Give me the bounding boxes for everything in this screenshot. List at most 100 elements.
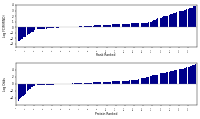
Bar bbox=[22, 84, 23, 96]
Bar bbox=[106, 82, 107, 84]
Bar bbox=[126, 24, 127, 27]
Bar bbox=[180, 69, 181, 84]
Bar bbox=[146, 77, 147, 84]
Bar bbox=[51, 27, 52, 28]
Bar bbox=[131, 23, 132, 27]
Bar bbox=[81, 26, 82, 27]
Bar bbox=[21, 27, 22, 39]
Bar bbox=[96, 25, 97, 27]
Bar bbox=[156, 75, 157, 84]
Bar bbox=[119, 81, 120, 84]
Bar bbox=[161, 18, 162, 27]
Bar bbox=[189, 8, 190, 27]
Bar bbox=[152, 75, 153, 84]
Bar bbox=[172, 71, 173, 84]
Bar bbox=[172, 14, 173, 27]
Bar bbox=[191, 66, 192, 84]
Bar bbox=[122, 24, 123, 27]
Bar bbox=[32, 27, 33, 32]
Bar bbox=[169, 15, 170, 27]
Bar bbox=[86, 83, 87, 84]
Bar bbox=[98, 25, 99, 27]
Bar bbox=[24, 84, 25, 95]
Bar bbox=[34, 84, 35, 86]
Bar bbox=[44, 84, 45, 85]
Bar bbox=[85, 83, 86, 84]
Bar bbox=[188, 9, 189, 27]
Bar bbox=[147, 23, 148, 27]
Bar bbox=[163, 16, 164, 27]
Bar bbox=[126, 81, 127, 84]
Bar bbox=[40, 84, 41, 85]
Bar bbox=[112, 25, 113, 27]
Bar bbox=[93, 25, 94, 27]
Bar bbox=[165, 73, 166, 84]
Bar bbox=[100, 25, 101, 27]
Bar bbox=[155, 75, 156, 84]
Bar bbox=[135, 23, 136, 27]
Bar bbox=[141, 78, 142, 84]
Bar bbox=[105, 25, 106, 27]
Bar bbox=[195, 64, 196, 84]
Bar bbox=[124, 81, 125, 84]
Bar bbox=[147, 77, 148, 84]
Bar bbox=[123, 24, 124, 27]
Bar bbox=[154, 20, 155, 27]
Bar bbox=[37, 84, 38, 85]
Bar bbox=[91, 83, 92, 84]
Bar bbox=[132, 80, 133, 84]
Bar bbox=[79, 83, 80, 84]
Bar bbox=[27, 84, 28, 91]
X-axis label: Protein Ranked: Protein Ranked bbox=[95, 112, 117, 116]
Bar bbox=[38, 27, 39, 29]
Bar bbox=[27, 27, 28, 35]
Bar bbox=[116, 24, 117, 27]
Bar bbox=[95, 25, 96, 27]
Bar bbox=[41, 27, 42, 29]
Bar bbox=[145, 23, 146, 27]
Bar bbox=[33, 27, 34, 32]
Bar bbox=[135, 80, 136, 84]
Bar bbox=[104, 82, 105, 84]
Bar bbox=[164, 73, 165, 84]
Bar bbox=[128, 81, 129, 84]
Bar bbox=[183, 69, 184, 84]
Bar bbox=[90, 83, 91, 84]
Bar bbox=[192, 65, 193, 84]
Bar bbox=[160, 73, 161, 84]
Bar bbox=[148, 77, 149, 84]
Bar bbox=[50, 27, 51, 28]
Bar bbox=[74, 83, 75, 84]
Bar bbox=[104, 25, 105, 27]
Bar bbox=[154, 75, 155, 84]
Bar bbox=[136, 80, 137, 84]
Bar bbox=[22, 27, 23, 39]
Bar bbox=[175, 70, 176, 84]
Bar bbox=[164, 16, 165, 27]
Bar bbox=[151, 76, 152, 84]
Bar bbox=[78, 83, 79, 84]
Bar bbox=[87, 26, 88, 27]
Bar bbox=[94, 25, 95, 27]
Bar bbox=[167, 72, 168, 84]
Bar bbox=[145, 78, 146, 84]
Bar bbox=[23, 84, 24, 96]
Bar bbox=[171, 14, 172, 27]
Bar bbox=[25, 84, 26, 94]
Bar bbox=[19, 27, 20, 41]
Bar bbox=[99, 82, 100, 84]
Bar bbox=[142, 23, 143, 27]
Bar bbox=[146, 23, 147, 27]
Bar bbox=[108, 82, 109, 84]
Bar bbox=[162, 17, 163, 27]
Bar bbox=[181, 11, 182, 27]
Bar bbox=[134, 80, 135, 84]
Bar bbox=[29, 27, 30, 34]
Bar bbox=[88, 83, 89, 84]
Bar bbox=[31, 27, 32, 32]
Bar bbox=[49, 84, 50, 85]
Bar bbox=[143, 23, 144, 27]
Bar bbox=[181, 69, 182, 84]
Bar bbox=[175, 13, 176, 27]
Bar bbox=[185, 68, 186, 84]
